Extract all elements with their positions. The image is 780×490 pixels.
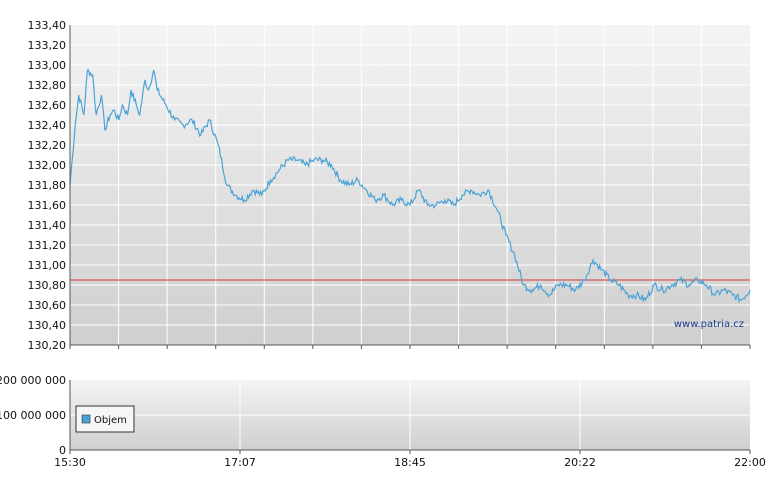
price-y-tick-label: 132,60 — [28, 99, 67, 112]
price-y-tick-label: 132,40 — [28, 119, 67, 132]
price-y-tick-label: 130,80 — [28, 279, 67, 292]
price-y-tick-label: 131,60 — [28, 199, 67, 212]
volume-y-tick-label: 200 000 000 — [0, 374, 66, 387]
volume-legend: Objem — [75, 405, 135, 433]
price-y-tick-label: 130,60 — [28, 299, 67, 312]
price-y-tick-label: 131,20 — [28, 239, 67, 252]
price-series-line — [69, 69, 751, 304]
price-y-tick-label: 133,20 — [28, 39, 67, 52]
watermark: www.patria.cz — [674, 319, 744, 330]
x-tick-label: 20:22 — [564, 456, 596, 469]
volume-y-axis: 200 000 000 100 000 000 0 — [0, 374, 66, 457]
volume-gridlines — [70, 380, 750, 450]
x-tick-label: 15:30 — [54, 456, 86, 469]
volume-y-tick-label: 0 — [59, 444, 66, 457]
price-y-tick-label: 130,40 — [28, 319, 67, 332]
price-y-tick-label: 133,00 — [28, 59, 67, 72]
price-y-tick-label: 131,00 — [28, 259, 67, 272]
x-tick-label: 18:45 — [394, 456, 426, 469]
volume-y-tick-label: 100 000 000 — [0, 409, 66, 422]
price-y-tick-label: 130,20 — [28, 339, 67, 352]
legend-label: Objem — [94, 415, 127, 426]
x-tick-label: 17:07 — [224, 456, 256, 469]
price-y-tick-label: 131,40 — [28, 219, 67, 232]
price-x-tick-marks — [69, 345, 751, 349]
volume-x-axis: 15:30 17:07 18:45 20:22 22:00 — [54, 450, 766, 469]
price-y-tick-label: 132,20 — [28, 139, 67, 152]
price-gridlines — [70, 25, 750, 345]
price-y-tick-label: 133,40 — [28, 19, 67, 32]
x-tick-label: 22:00 — [734, 456, 766, 469]
price-y-axis: 133,40 133,20 133,00 132,80 132,60 132,40 132,… — [28, 19, 67, 352]
price-y-tick-label: 131,80 — [28, 179, 67, 192]
price-y-tick-label: 132,00 — [28, 159, 67, 172]
price-y-tick-label: 132,80 — [28, 79, 67, 92]
legend-swatch — [81, 414, 91, 424]
